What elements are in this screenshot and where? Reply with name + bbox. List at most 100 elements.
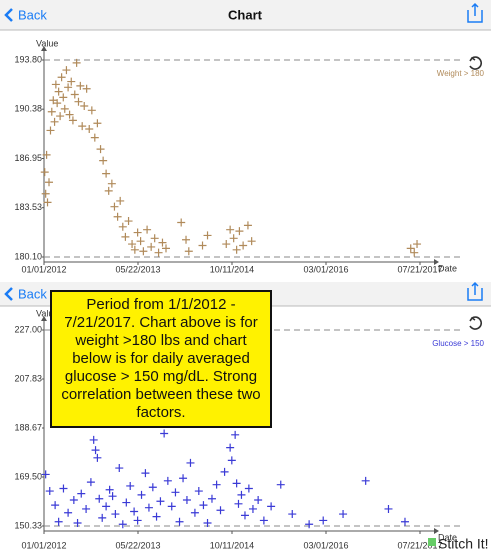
y-axis-label: Value: [36, 38, 58, 48]
refresh-button[interactable]: [470, 317, 481, 329]
data-point: [221, 468, 229, 476]
refresh-button[interactable]: [470, 57, 481, 69]
watermark-icon: [428, 538, 436, 546]
data-point: [162, 244, 170, 252]
data-point: [160, 430, 168, 438]
data-point: [401, 518, 409, 526]
data-point: [254, 496, 262, 504]
data-point: [70, 496, 78, 504]
data-point: [59, 93, 67, 101]
data-point: [105, 187, 113, 195]
data-point: [52, 80, 60, 88]
data-point: [44, 198, 52, 206]
data-point: [171, 488, 179, 496]
data-point: [186, 459, 194, 467]
data-point: [226, 226, 234, 234]
data-point: [217, 506, 225, 514]
data-point: [130, 508, 138, 516]
data-point: [114, 213, 122, 221]
data-point: [93, 454, 101, 462]
data-point: [122, 499, 130, 507]
data-point: [179, 474, 187, 482]
x-tick-label: 10/11/2014: [210, 264, 254, 274]
y-tick-label: 227.00: [14, 324, 42, 334]
x-tick-label: 03/01/2016: [303, 540, 348, 550]
data-point: [55, 88, 63, 96]
data-point: [59, 484, 67, 492]
data-point: [319, 516, 327, 524]
data-point: [155, 249, 163, 257]
data-point: [126, 482, 134, 490]
data-point: [108, 180, 116, 188]
data-point: [134, 516, 142, 524]
x-tick-label: 05/22/2013: [115, 540, 160, 550]
data-point: [245, 484, 253, 492]
data-point: [58, 73, 66, 81]
y-tick-label: 188.67: [14, 422, 42, 432]
y-tick-label: 193.80: [14, 54, 42, 64]
data-point: [99, 157, 107, 165]
data-point: [41, 168, 49, 176]
data-point: [51, 501, 59, 509]
data-point: [77, 490, 85, 498]
data-point: [97, 145, 105, 153]
data-point: [151, 234, 159, 242]
data-point: [145, 504, 153, 512]
data-point: [213, 481, 221, 489]
annotation-box: Period from 1/1/2012 - 7/21/2017. Chart …: [50, 290, 272, 428]
data-point: [267, 502, 275, 510]
data-point: [121, 233, 129, 241]
data-point: [222, 240, 230, 248]
data-point: [204, 231, 212, 239]
data-point: [78, 122, 86, 130]
data-point: [71, 91, 79, 99]
data-point: [138, 491, 146, 499]
data-point: [85, 125, 93, 133]
watermark: Stitch It!: [438, 536, 489, 552]
data-point: [239, 241, 247, 249]
data-point: [410, 249, 418, 257]
data-point: [208, 495, 216, 503]
data-point: [74, 98, 82, 106]
y-tick-label: 180.10: [14, 251, 42, 261]
data-point: [91, 134, 99, 142]
x-tick-label: 01/01/2012: [21, 264, 66, 274]
back-button[interactable]: Back: [18, 7, 47, 22]
data-point: [156, 497, 164, 505]
data-point: [235, 227, 243, 235]
nav-title: Chart: [228, 7, 263, 22]
data-point: [168, 502, 176, 510]
back-button[interactable]: Back: [18, 286, 47, 301]
data-point: [195, 487, 203, 495]
data-point: [139, 247, 147, 255]
data-point: [164, 477, 172, 485]
data-point: [244, 221, 252, 229]
data-point: [233, 479, 241, 487]
data-point: [199, 501, 207, 509]
data-point: [82, 505, 90, 513]
y-tick-label: 169.50: [14, 471, 42, 481]
data-point: [64, 509, 72, 517]
data-point: [234, 500, 242, 508]
data-point: [177, 218, 185, 226]
data-point: [102, 170, 110, 178]
data-point: [116, 197, 124, 205]
data-point: [61, 105, 69, 113]
data-point: [80, 102, 88, 110]
y-tick-label: 183.53: [14, 202, 42, 212]
data-point: [93, 119, 101, 127]
data-point: [305, 520, 313, 528]
chart-screen: Back Chart Back ValueDate180.10183.53186…: [0, 0, 491, 558]
data-point: [143, 226, 151, 234]
data-point: [233, 246, 241, 254]
data-point: [90, 436, 98, 444]
legend-entry: Glucose > 150: [432, 339, 484, 348]
data-point: [119, 223, 127, 231]
data-point: [115, 464, 123, 472]
y-tick-label: 150.33: [14, 520, 42, 530]
data-point: [182, 236, 190, 244]
data-point: [102, 502, 110, 510]
data-point: [230, 234, 238, 242]
data-point: [288, 510, 296, 518]
data-point: [226, 444, 234, 452]
